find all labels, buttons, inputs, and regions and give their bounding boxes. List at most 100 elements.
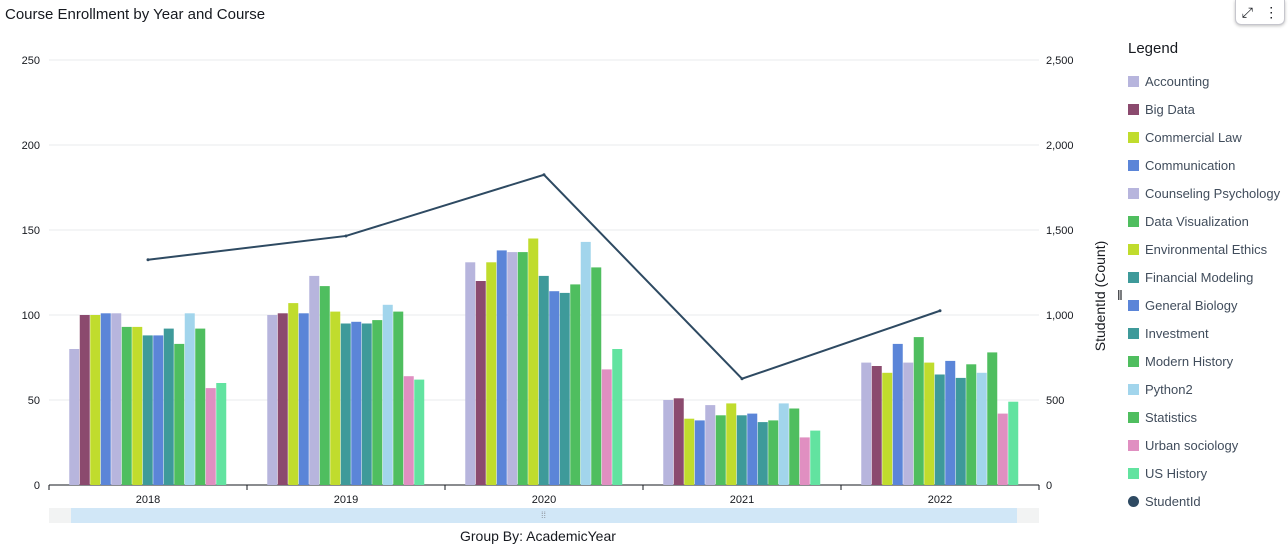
bar <box>987 352 998 485</box>
bar <box>799 437 810 485</box>
legend-swatch <box>1128 411 1139 423</box>
legend-item[interactable]: Python2 <box>1128 375 1288 403</box>
legend-swatch <box>1128 439 1139 451</box>
bar <box>736 415 747 485</box>
bar <box>507 252 518 485</box>
bar <box>465 262 476 485</box>
y2-tick-label: 0 <box>1046 480 1052 492</box>
bar <box>549 291 560 485</box>
bar <box>340 323 351 485</box>
bar <box>403 376 414 485</box>
y-tick-label: 200 <box>22 140 40 152</box>
bar <box>747 413 758 485</box>
legend-item[interactable]: Statistics <box>1128 403 1288 431</box>
legend-item[interactable]: Data Visualization <box>1128 207 1288 235</box>
legend-item[interactable]: Financial Modeling <box>1128 263 1288 291</box>
legend-item[interactable]: General Biology <box>1128 291 1288 319</box>
legend-item[interactable]: US History <box>1128 459 1288 487</box>
legend-item[interactable]: Big Data <box>1128 95 1288 123</box>
legend-swatch <box>1128 355 1139 367</box>
bar <box>351 321 362 485</box>
legend-swatch <box>1128 271 1139 283</box>
bar <box>153 335 164 485</box>
bar <box>163 328 174 485</box>
legend-item[interactable]: Urban sociology <box>1128 431 1288 459</box>
bar <box>528 238 539 485</box>
legend-item[interactable]: Accounting <box>1128 67 1288 95</box>
bar <box>997 413 1008 485</box>
bar <box>976 372 987 485</box>
line-point <box>344 234 348 238</box>
line-point <box>542 173 546 177</box>
more-vertical-icon[interactable]: ⋮ <box>1264 4 1279 20</box>
bar <box>861 362 872 485</box>
axis-resize-handle[interactable]: ‖ <box>1117 287 1123 303</box>
visual-toolbar: ⤢ ⋮ <box>1235 0 1285 25</box>
bar <box>267 315 278 485</box>
legend-label: Commercial Law <box>1145 129 1242 145</box>
legend-label: Communication <box>1145 157 1236 173</box>
legend-swatch <box>1128 467 1139 479</box>
legend: Legend Accounting Big Data Commercial Law C… <box>1128 40 1288 515</box>
legend-label: Big Data <box>1145 101 1195 117</box>
bar <box>924 362 935 485</box>
legend-label: Investment <box>1145 325 1209 341</box>
bar <box>288 303 299 485</box>
bar <box>715 415 726 485</box>
bar <box>184 313 195 485</box>
legend-item[interactable]: Modern History <box>1128 347 1288 375</box>
bar <box>1008 401 1019 485</box>
legend-item[interactable]: Counseling Psychology <box>1128 179 1288 207</box>
y2-tick-label: 1,500 <box>1046 225 1074 237</box>
legend-item[interactable]: Commercial Law <box>1128 123 1288 151</box>
legend-swatch <box>1128 243 1139 255</box>
legend-swatch <box>1128 495 1139 507</box>
bar <box>111 313 122 485</box>
line-point <box>740 377 744 381</box>
bar <box>298 313 309 485</box>
legend-swatch <box>1128 131 1139 143</box>
legend-item[interactable]: StudentId <box>1128 487 1288 515</box>
legend-label: Python2 <box>1145 381 1193 397</box>
legend-item[interactable]: Investment <box>1128 319 1288 347</box>
horizontal-scrollbar[interactable]: ⁞⁞ <box>49 508 1039 523</box>
legend-item[interactable]: Communication <box>1128 151 1288 179</box>
bar <box>319 286 330 485</box>
bar <box>277 313 288 485</box>
bar <box>601 369 612 485</box>
legend-swatch <box>1128 159 1139 171</box>
bar <box>382 304 393 485</box>
bar <box>90 315 101 485</box>
legend-swatch <box>1128 103 1139 115</box>
x-category-label: 2019 <box>334 494 358 505</box>
x-category-label: 2022 <box>928 494 952 505</box>
bar <box>414 379 425 485</box>
x-category-label: 2018 <box>136 494 160 505</box>
bar <box>955 377 966 485</box>
legend-swatch <box>1128 187 1139 199</box>
bar <box>789 408 800 485</box>
bar <box>673 398 684 485</box>
bar <box>496 250 507 485</box>
expand-icon[interactable]: ⤢ <box>1241 4 1253 20</box>
bar <box>538 275 549 485</box>
bar <box>663 400 674 485</box>
bar <box>517 252 528 485</box>
bar <box>694 420 705 485</box>
line-point <box>146 258 150 262</box>
y2-axis-title: StudentId (Count) <box>1092 240 1108 352</box>
bar <box>475 281 486 485</box>
legend-label: Data Visualization <box>1145 213 1249 229</box>
legend-item[interactable]: Environmental Ethics <box>1128 235 1288 263</box>
bar <box>570 284 581 485</box>
bar <box>726 403 737 485</box>
bar <box>69 349 80 485</box>
legend-label: StudentId <box>1145 493 1201 509</box>
legend-label: Urban sociology <box>1145 437 1239 453</box>
legend-label: US History <box>1145 465 1208 481</box>
bar <box>882 372 893 485</box>
legend-label: Financial Modeling <box>1145 269 1254 285</box>
bar <box>195 328 206 485</box>
x-category-label: 2020 <box>532 494 556 505</box>
scrollbar-thumb[interactable]: ⁞⁞ <box>71 508 1017 523</box>
